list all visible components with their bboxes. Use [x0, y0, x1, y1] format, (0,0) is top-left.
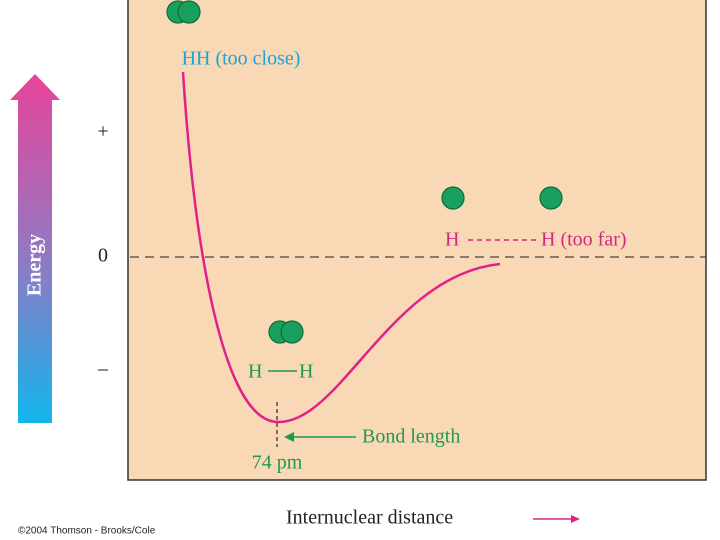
energy-arrow	[10, 74, 60, 423]
plot-panel	[127, 0, 707, 481]
bonded-right-label: H	[299, 361, 313, 383]
too-close-label: HH (too close)	[182, 48, 301, 70]
distance-label: 74 pm	[252, 452, 303, 474]
far-left-label: H	[445, 229, 459, 251]
bond-length-label: Bond length	[362, 426, 460, 448]
arrow-head	[571, 515, 580, 523]
far-right-label: H (too far)	[541, 229, 627, 251]
y-tick-label: 0	[98, 245, 108, 267]
arrow-head	[284, 432, 294, 442]
atom	[177, 0, 201, 24]
y-axis-label: Energy	[24, 234, 46, 296]
bonded-left-label: H	[248, 361, 262, 383]
y-tick-label: +	[97, 121, 108, 143]
energy-curve	[181, 71, 501, 424]
atom	[280, 320, 304, 344]
atom	[539, 186, 563, 210]
copyright: ©2004 Thomson - Brooks/Cole	[18, 526, 156, 537]
x-axis-label: Internuclear distance	[286, 507, 453, 529]
y-tick-label: –	[97, 358, 109, 380]
atom	[441, 186, 465, 210]
